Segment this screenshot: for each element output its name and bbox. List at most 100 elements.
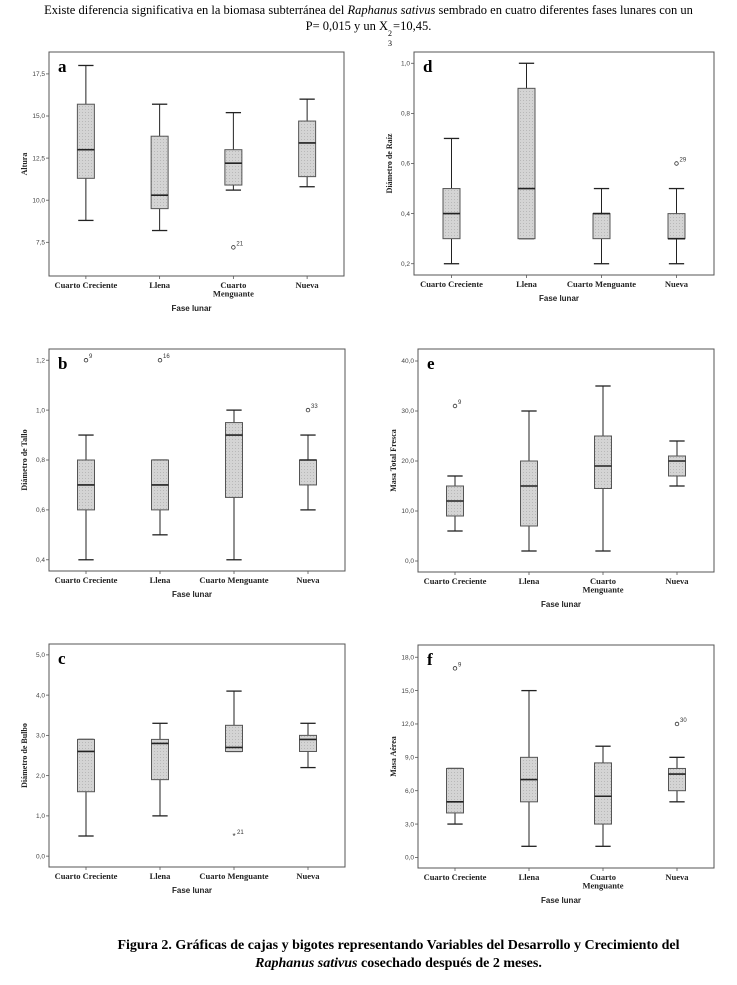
y-tick-label: 1,0 (36, 813, 45, 820)
box-iqr (151, 738, 169, 781)
outlier-marker (83, 358, 89, 363)
box-iqr (225, 422, 243, 498)
x-category-label: Menguante (582, 881, 623, 891)
plot-frame (48, 643, 346, 868)
y-axis-title: Diámetro de Tallo (20, 429, 29, 490)
y-tick-label: 12,0 (401, 721, 414, 728)
box-iqr (517, 87, 536, 240)
outlier-marker (674, 721, 680, 727)
caption-line-2: Raphanus sativus cosechado después de 2 … (60, 955, 737, 973)
x-category-label: Llena (150, 575, 172, 585)
box-iqr (224, 149, 243, 186)
x-axis-title: Fase lunar (172, 886, 212, 895)
outlier-label: 9 (458, 400, 462, 406)
y-tick-label: 0,4 (401, 211, 410, 218)
y-tick-label: 9,0 (405, 755, 414, 762)
outlier-label: 33 (311, 404, 318, 410)
caption-species: Raphanus sativus (255, 956, 358, 971)
box-iqr (594, 762, 612, 825)
caption-line-2-text: cosechado después de 2 meses. (357, 956, 542, 971)
y-tick-label: 10,0 (32, 197, 45, 204)
y-tick-label: 0,6 (401, 161, 410, 168)
plot-frame (48, 51, 345, 277)
header-text-part2: sembrado en cuatro diferentes fases luna… (435, 3, 693, 17)
x-category-label: Nueva (296, 575, 320, 585)
y-tick-label: 5,0 (36, 652, 45, 659)
x-category-label: Llena (516, 279, 538, 289)
header-stat-b: =10,45. (393, 19, 432, 33)
outlier-label: 16 (163, 354, 170, 360)
y-axis-title: Diámetro de Bulbo (20, 723, 29, 788)
x-category-label: Cuarto Creciente (55, 575, 118, 585)
x-axis-title: Fase lunar (541, 896, 581, 905)
outlier-label: 9 (458, 662, 462, 668)
y-tick-label: 40,0 (401, 358, 414, 365)
x-category-label: Menguante (213, 289, 254, 299)
y-tick-label: 18,0 (401, 654, 414, 661)
box-iqr (668, 767, 686, 792)
header-text: Existe diferencia significativa en la bi… (0, 2, 737, 48)
panel-letter: f (427, 650, 433, 669)
box-iqr (76, 103, 95, 179)
y-tick-label: 0,8 (36, 457, 45, 464)
x-category-label: Cuarto Creciente (424, 576, 487, 586)
header-stat-a: P= 0,015 y un X (305, 19, 389, 33)
plot-frame (417, 348, 715, 573)
x-category-label: Cuarto Menguante (199, 871, 268, 881)
y-axis-title: Masa Total Fresca (389, 429, 398, 492)
y-tick-label: 17,5 (32, 71, 45, 78)
x-axis-title: Fase lunar (541, 600, 581, 609)
x-category-label: Cuarto (590, 872, 616, 882)
y-tick-label: 0,6 (36, 507, 45, 514)
plot-frame (417, 644, 715, 869)
y-tick-label: 15,0 (32, 113, 45, 120)
y-tick-label: 2,0 (36, 773, 45, 780)
header-subscript: 3 (388, 39, 393, 48)
box-iqr (150, 135, 169, 210)
x-category-label: Llena (519, 576, 541, 586)
y-tick-label: 0,0 (36, 853, 45, 860)
y-tick-label: 7,5 (36, 240, 45, 247)
panel-letter: e (427, 354, 435, 373)
x-category-label: Nueva (296, 280, 320, 290)
caption-line-1: Figura 2. Gráficas de cajas y bigotes re… (117, 938, 680, 953)
x-category-label: Nueva (665, 279, 689, 289)
y-tick-label: 3,0 (36, 733, 45, 740)
x-category-label: Llena (519, 872, 541, 882)
outlier-label: 21 (236, 241, 243, 247)
y-tick-label: 3,0 (405, 821, 414, 828)
outlier-label: 29 (680, 158, 687, 164)
header-superscript: 2 (388, 29, 393, 38)
y-tick-label: 1,2 (36, 357, 45, 364)
y-tick-label: 15,0 (401, 688, 414, 695)
box-iqr (520, 460, 538, 527)
y-tick-label: 20,0 (401, 458, 414, 465)
outlier-marker (452, 403, 458, 409)
outlier-marker (674, 161, 679, 166)
x-category-label: Nueva (665, 576, 689, 586)
x-category-label: Cuarto (590, 576, 616, 586)
figure-caption: Figura 2. Gráficas de cajas y bigotes re… (60, 937, 737, 973)
outlier-extreme-marker: * (232, 832, 235, 841)
box-iqr (298, 120, 317, 178)
x-category-label: Cuarto Menguante (199, 575, 268, 585)
outlier-label: 9 (89, 354, 93, 360)
x-category-label: Cuarto Creciente (55, 871, 118, 881)
outlier-marker (305, 407, 311, 413)
box-iqr (225, 724, 243, 752)
x-category-label: Nueva (665, 872, 689, 882)
box-iqr (77, 738, 95, 793)
x-category-label: Cuarto Creciente (54, 280, 117, 290)
header-species: Raphanus sativus (347, 3, 436, 17)
y-tick-label: 0,2 (401, 261, 410, 268)
y-axis-title: Altura (20, 153, 29, 176)
y-tick-label: 0,8 (401, 111, 410, 118)
x-category-label: Cuarto Creciente (424, 872, 487, 882)
y-tick-label: 1,0 (401, 60, 410, 67)
x-category-label: Menguante (582, 585, 623, 595)
x-axis-title: Fase lunar (171, 304, 211, 313)
